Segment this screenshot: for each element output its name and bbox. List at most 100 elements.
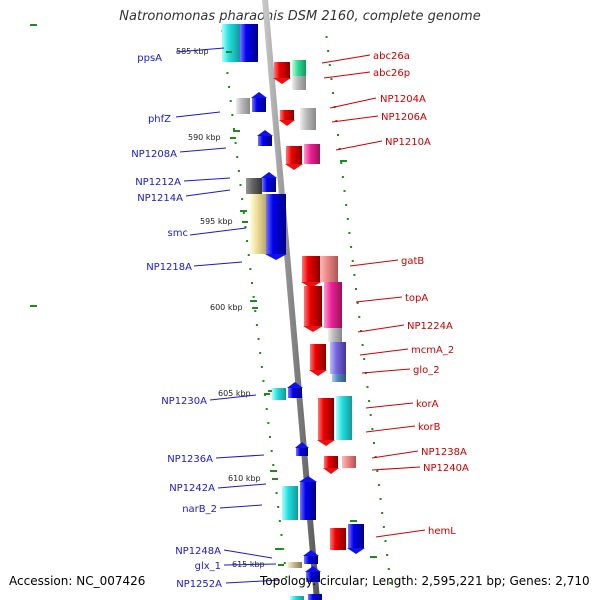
track-dot — [231, 114, 234, 116]
right-leader-line — [349, 259, 399, 267]
track-dot — [229, 100, 232, 102]
gene-body — [300, 108, 316, 130]
gene-body — [246, 178, 262, 194]
track-dot — [249, 268, 252, 270]
track-dot — [341, 176, 344, 178]
left-leader-line — [225, 579, 281, 584]
gene-block-25 — [336, 396, 352, 440]
track-dot — [353, 274, 356, 276]
gene-block-23 — [332, 374, 346, 382]
left-gene-label-np1230a: NP1230A — [161, 396, 207, 407]
track-dot — [330, 78, 333, 80]
gene-body — [324, 282, 342, 328]
gene-body — [286, 146, 302, 164]
gene-body — [240, 24, 258, 62]
track-dot — [277, 506, 280, 508]
right-leader-line — [329, 97, 377, 109]
track-dot — [280, 534, 283, 536]
right-leader-line — [335, 140, 383, 151]
track-dot — [363, 358, 366, 360]
track-dot — [275, 492, 278, 494]
right-gene-label-mcma-2: mcmA_2 — [411, 345, 454, 356]
track-dot — [283, 562, 286, 564]
track-dot — [332, 92, 335, 94]
gene-arrow-up — [295, 442, 309, 448]
gene-body — [306, 572, 320, 582]
gene-arrow-down — [301, 282, 321, 288]
track-dot — [350, 246, 353, 248]
sequence-track-dots — [30, 24, 392, 584]
left-leader-line — [179, 147, 227, 153]
gene-block-26 — [272, 388, 286, 400]
track-dot — [343, 190, 346, 192]
track-dash — [240, 210, 247, 212]
left-gene-label-np1208a: NP1208A — [131, 149, 177, 160]
gene-block-20 — [328, 328, 342, 342]
track-dot — [226, 72, 229, 74]
tick-mark — [226, 51, 232, 53]
left-gene-label-np1248a: NP1248A — [175, 546, 221, 557]
left-gene-label-np1252a: NP1252A — [176, 579, 222, 590]
track-dot — [369, 414, 372, 416]
gene-block-11 — [292, 76, 306, 90]
track-dash — [233, 130, 240, 132]
gene-arrow-up — [299, 476, 317, 482]
tick-mark — [242, 221, 248, 223]
track-dot — [262, 380, 265, 382]
track-dash — [268, 390, 275, 392]
track-dash — [30, 24, 37, 26]
gene-block-3 — [251, 92, 267, 112]
track-dot — [237, 170, 240, 172]
gene-block-5 — [246, 178, 262, 194]
track-dot — [244, 226, 247, 228]
tick-label-610-kbp: 610 kbp — [228, 474, 261, 483]
gene-block-30 — [342, 456, 356, 468]
right-leader-line — [361, 368, 411, 374]
gene-block-27 — [287, 382, 303, 398]
right-leader-line — [371, 466, 421, 471]
right-leader-line — [357, 324, 405, 333]
gene-body — [304, 286, 322, 326]
left-gene-label-np1214a: NP1214A — [137, 193, 183, 204]
track-dot — [361, 344, 364, 346]
tick-mark — [272, 478, 278, 480]
track-dot — [255, 324, 258, 326]
track-dot — [270, 450, 273, 452]
track-dot — [377, 484, 380, 486]
track-dot — [368, 400, 371, 402]
gene-block-1 — [240, 24, 258, 62]
gene-body — [288, 388, 302, 398]
genome-summary-text: Topology: circular; Length: 2,595,221 bp… — [260, 574, 590, 588]
track-dot — [387, 568, 390, 570]
gene-block-17 — [320, 256, 338, 282]
right-leader-line — [359, 348, 409, 356]
gene-arrow-down — [323, 468, 339, 474]
track-dot — [234, 142, 237, 144]
left-gene-label-smc: smc — [168, 228, 188, 239]
gene-block-19 — [324, 282, 342, 328]
left-leader-line — [209, 394, 257, 401]
gene-block-8 — [265, 194, 287, 260]
gene-block-32 — [299, 476, 317, 520]
left-gene-label-np1242a: NP1242A — [169, 483, 215, 494]
track-dot — [250, 282, 253, 284]
track-dot — [259, 352, 262, 354]
track-dot — [336, 134, 339, 136]
left-gene-label-ppsa: ppsA — [137, 53, 162, 64]
track-dot — [356, 302, 359, 304]
track-dot — [348, 232, 351, 234]
gene-arrow-down — [303, 326, 323, 332]
right-gene-label-np1238a: NP1238A — [421, 447, 467, 458]
gene-body — [300, 482, 316, 520]
left-gene-label-glx-1: glx_1 — [195, 561, 221, 572]
gene-block-10 — [292, 60, 306, 76]
track-dot — [373, 442, 376, 444]
gene-block-4 — [257, 130, 273, 146]
track-dot — [327, 50, 330, 52]
tick-label-605-kbp: 605 kbp — [218, 389, 251, 398]
gene-arrow-down — [273, 78, 291, 84]
gene-body — [236, 98, 250, 114]
gene-block-2 — [236, 98, 250, 114]
right-leader-line — [365, 425, 416, 433]
